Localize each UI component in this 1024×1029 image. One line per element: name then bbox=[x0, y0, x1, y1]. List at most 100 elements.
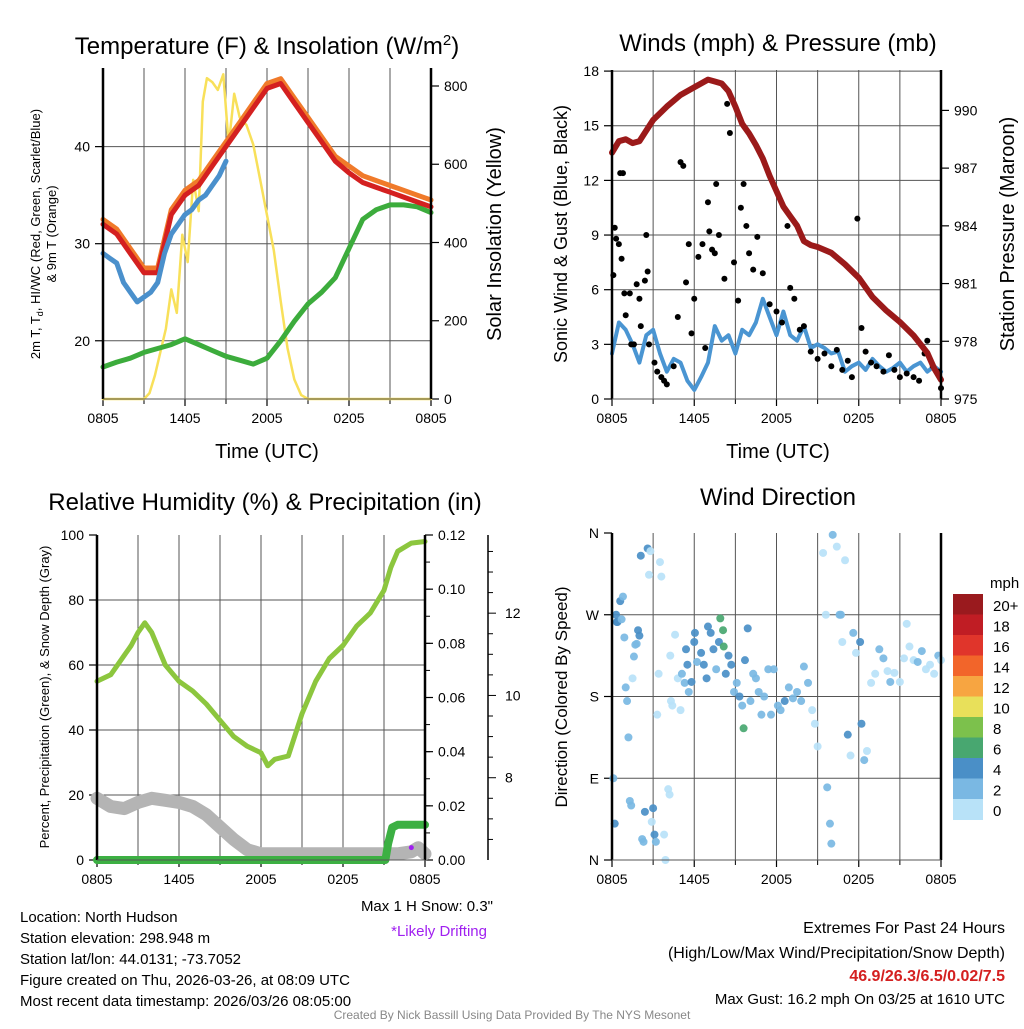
gust-point bbox=[630, 341, 637, 348]
y2-tick-label: 0.08 bbox=[438, 635, 465, 651]
gust-point bbox=[721, 275, 728, 282]
legend-label: 14 bbox=[993, 660, 1010, 677]
x-tick-label: 0805 bbox=[596, 871, 627, 887]
x-tick-label: 0805 bbox=[415, 410, 446, 426]
temp-ylabel: 2m T, Td, HI/WC (Red, Green, Scarlet/Blu… bbox=[28, 109, 45, 359]
legend-swatch bbox=[953, 696, 983, 718]
wind-direction-point bbox=[825, 819, 834, 828]
wind-direction-point bbox=[721, 669, 730, 678]
gust-point bbox=[891, 366, 898, 373]
y-tick-label: S bbox=[590, 689, 599, 705]
legend-swatch bbox=[953, 737, 983, 759]
wind-direction-point bbox=[767, 710, 776, 719]
y-tick-label: 0 bbox=[76, 852, 84, 868]
y-tick-label: 40 bbox=[74, 139, 90, 155]
latlon-label: Station lat/lon: 44.0131; -73.7052 bbox=[20, 951, 241, 968]
temp-chart-title: Temperature (F) & Insolation (W/m2) bbox=[75, 32, 459, 60]
y-tick-label: 60 bbox=[68, 657, 84, 673]
wind-direction-point bbox=[618, 592, 627, 601]
gust-point bbox=[743, 222, 750, 229]
wind-direction-point bbox=[690, 628, 699, 637]
wind-direction-point bbox=[712, 665, 721, 674]
temp-y2label: Solar Insolation (Yellow) bbox=[484, 127, 506, 341]
extremes-title: Extremes For Past 24 Hours bbox=[803, 920, 1005, 937]
winds-xlabel: Time (UTC) bbox=[726, 441, 830, 463]
gust-point bbox=[880, 368, 887, 375]
wind-direction-point bbox=[799, 662, 808, 671]
gust-point bbox=[844, 357, 851, 364]
wind-direction-point bbox=[612, 610, 621, 619]
legend-swatch bbox=[953, 676, 983, 697]
wind-direction-point bbox=[828, 530, 837, 539]
legend-swatch bbox=[953, 635, 983, 656]
wind-direction-point bbox=[702, 674, 711, 683]
wind-direction-point bbox=[687, 677, 696, 686]
wind-direction-point bbox=[735, 692, 744, 701]
gust-point bbox=[821, 350, 828, 357]
gust-point bbox=[685, 241, 692, 248]
gust-point bbox=[924, 337, 931, 344]
gust-point bbox=[619, 170, 626, 177]
wind-direction-point bbox=[623, 697, 632, 706]
wind-direction-point bbox=[857, 719, 866, 728]
y2-tick-label: 990 bbox=[954, 102, 978, 118]
gust-point bbox=[680, 162, 687, 169]
x-tick-label: 2005 bbox=[761, 410, 792, 426]
gust-point bbox=[839, 366, 846, 373]
snow-axis-label: 12 bbox=[505, 605, 521, 621]
y-tick-label: 9 bbox=[591, 227, 599, 243]
y-tick-label: 18 bbox=[583, 63, 599, 79]
x-tick-label: 0805 bbox=[81, 871, 112, 887]
wind-direction-point bbox=[793, 687, 802, 696]
wind-direction-point bbox=[804, 678, 813, 687]
wind-direction-point bbox=[654, 669, 663, 678]
gust-point bbox=[699, 241, 706, 248]
gust-point bbox=[621, 290, 628, 297]
wind-direction-point bbox=[639, 837, 648, 846]
gust-point bbox=[858, 324, 865, 331]
wind-direction-point bbox=[852, 648, 861, 657]
legend-swatch bbox=[953, 614, 983, 636]
wind-direction-point bbox=[797, 697, 806, 706]
x-tick-label: 0205 bbox=[843, 871, 874, 887]
gust-point bbox=[828, 363, 835, 370]
gust-point bbox=[868, 359, 875, 366]
y2-tick-label: 0.10 bbox=[438, 581, 465, 597]
x-tick-label: 1405 bbox=[679, 410, 710, 426]
wind-direction-point bbox=[706, 628, 715, 637]
wind-direction-point bbox=[849, 628, 858, 637]
y-tick-label: 0 bbox=[591, 391, 599, 407]
wind-direction-point bbox=[838, 638, 847, 646]
pressure-line bbox=[609, 76, 944, 383]
wind-direction-point bbox=[890, 668, 899, 677]
legend-label: 12 bbox=[993, 680, 1010, 697]
gust-point bbox=[643, 232, 650, 239]
gust-point bbox=[674, 314, 681, 321]
gust-point bbox=[724, 100, 731, 107]
y2-tick-label: 200 bbox=[444, 313, 468, 329]
legend-label: 8 bbox=[993, 721, 1001, 738]
drifting-marker bbox=[408, 845, 414, 851]
x-tick-label: 0805 bbox=[596, 410, 627, 426]
wind-direction-point bbox=[640, 807, 649, 816]
gust-point bbox=[618, 255, 625, 262]
gust-point bbox=[754, 233, 761, 240]
y-tick-label: W bbox=[586, 607, 600, 623]
gust-point bbox=[735, 297, 742, 304]
y-tick-label: 30 bbox=[74, 236, 90, 252]
wind-direction-point bbox=[732, 678, 741, 687]
gust-point bbox=[691, 295, 698, 302]
y2-tick-label: 0.02 bbox=[438, 798, 465, 814]
wind-direction-point bbox=[719, 642, 728, 651]
wind-direction-point bbox=[776, 706, 785, 715]
wind-direction-point bbox=[647, 817, 656, 826]
gust-point bbox=[854, 215, 861, 222]
gust-point bbox=[740, 181, 747, 188]
extremes-values: 46.9/26.3/6.5/0.02/7.5 bbox=[849, 968, 1005, 985]
wind-direction-point bbox=[808, 706, 817, 715]
wind-direction-point bbox=[879, 654, 888, 663]
wind-direction-point bbox=[899, 654, 908, 663]
x-tick-label: 0205 bbox=[333, 410, 364, 426]
gust-point bbox=[646, 341, 653, 348]
gust-point bbox=[683, 279, 690, 286]
